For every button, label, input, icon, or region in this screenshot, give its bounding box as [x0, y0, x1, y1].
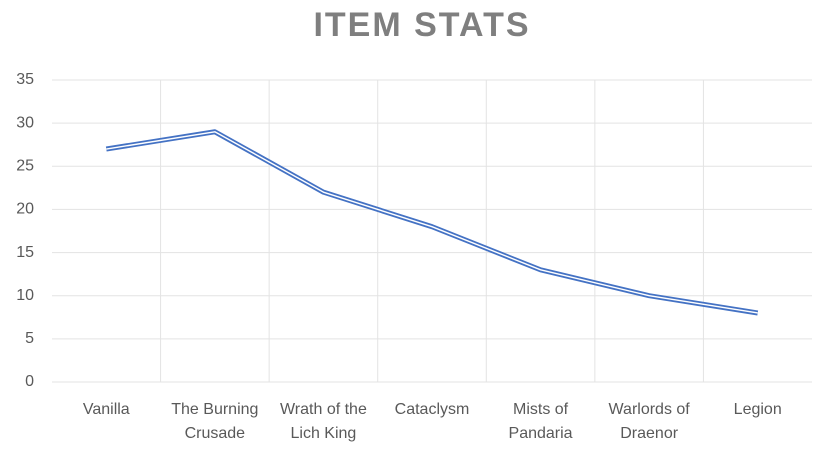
line	[105, 129, 759, 316]
x-tick-label: Wrath of the Lich King	[279, 401, 367, 442]
y-tick-label: 15	[16, 244, 34, 261]
y-tick-label: 5	[25, 330, 34, 347]
y-tick-label: 10	[16, 287, 34, 304]
y-tick-label: 20	[16, 201, 34, 218]
y-tick-label: 0	[25, 373, 34, 390]
chart-title: ITEM STATS	[313, 6, 530, 44]
x-tick-label: Cataclysm	[394, 401, 470, 418]
y-tick-label: 35	[16, 71, 34, 88]
x-tick-label: Vanilla	[82, 401, 130, 418]
x-tick-label: Legion	[733, 401, 782, 418]
x-tick-label: Warlords of Draenor	[608, 401, 690, 442]
y-tick-label: 25	[16, 158, 34, 175]
line-inner	[106, 131, 758, 314]
y-tick-label: 30	[16, 114, 34, 131]
x-tick-label: The Burning Crusade	[171, 401, 259, 442]
x-tick-label: Mists of Pandaria	[508, 401, 573, 442]
